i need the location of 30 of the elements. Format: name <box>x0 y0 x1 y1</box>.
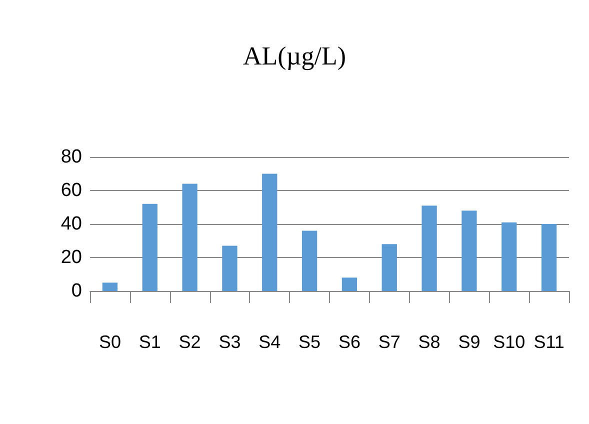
bar <box>222 246 238 291</box>
x-tick-label: S9 <box>458 332 480 352</box>
bar <box>462 210 477 291</box>
bar <box>302 230 318 291</box>
x-tick-label: S2 <box>178 332 201 352</box>
y-tick-label: 60 <box>60 180 82 201</box>
bar <box>142 204 158 291</box>
x-tick-label: S4 <box>258 332 281 352</box>
x-tick-label: S6 <box>338 332 360 352</box>
x-tick-label: S11 <box>534 332 564 352</box>
x-tick-label: S7 <box>378 332 400 352</box>
bar <box>262 174 278 291</box>
chart-title: AL(µg/L) <box>242 42 346 70</box>
x-tick-label: S0 <box>98 332 121 352</box>
bar <box>541 224 557 291</box>
bar <box>502 222 517 291</box>
x-tick-label: S10 <box>493 332 526 352</box>
x-tick-label: S3 <box>218 332 241 352</box>
y-tick-label: 0 <box>71 280 82 302</box>
bar <box>342 278 358 291</box>
x-tick-label: S1 <box>138 332 161 352</box>
y-tick-label: 40 <box>60 214 82 234</box>
x-tick-label: S5 <box>298 332 321 352</box>
x-tick-label: S8 <box>418 332 440 352</box>
bar <box>422 206 437 291</box>
y-tick-label: 20 <box>60 247 82 268</box>
y-tick-label: 80 <box>60 146 82 168</box>
bar <box>102 282 118 291</box>
bar <box>182 184 198 291</box>
bar <box>382 244 397 291</box>
